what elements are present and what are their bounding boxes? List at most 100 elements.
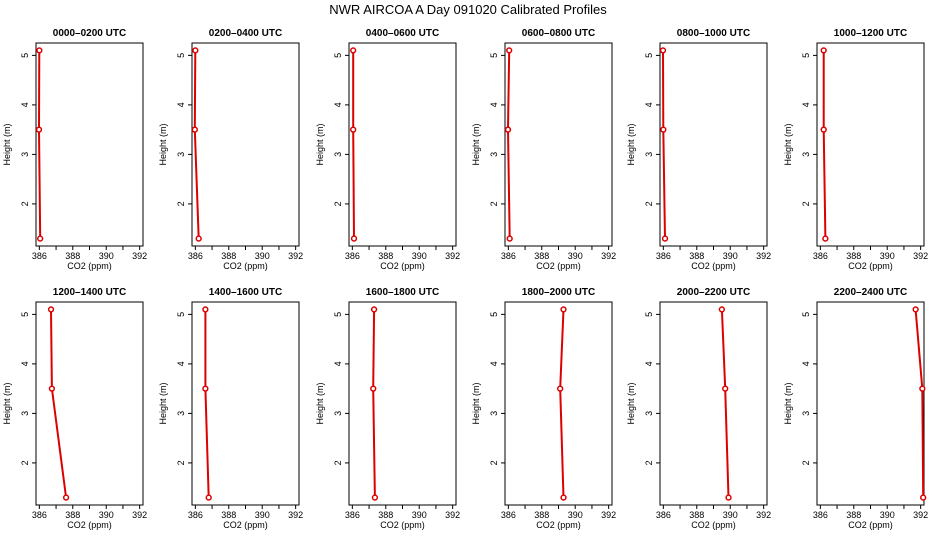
y-tick-label: 3 (176, 411, 186, 416)
data-point (725, 494, 732, 501)
plot-frame (659, 42, 768, 247)
y-tick-label: 2 (333, 460, 343, 465)
x-tick-label: 388 (846, 251, 861, 261)
y-tick-label: 5 (20, 312, 30, 317)
x-axis-label: CO2 (ppm) (848, 520, 893, 530)
y-axis-label: Height (m) (783, 382, 793, 424)
profile-line (352, 50, 355, 239)
profile-line (662, 50, 666, 239)
data-point (36, 47, 43, 54)
x-axis-label: CO2 (ppm) (848, 261, 893, 271)
x-tick-label: 388 (534, 510, 549, 520)
y-tick-label: 5 (333, 53, 343, 58)
x-axis-label: CO2 (ppm) (691, 261, 736, 271)
profile-panel: 0000–0200 UTC 386 388 390 392 CO2 (ppm) 2 3 4 5 He… (2, 28, 147, 271)
y-tick-label: 2 (801, 460, 811, 465)
profile-panel: 1600–1800 UTC 386 388 390 392 CO2 (ppm) 2 3 4 5 He… (315, 287, 460, 530)
x-axis-label: CO2 (ppm) (536, 520, 581, 530)
profile-panel: 2200–2400 UTC 386 388 390 392 CO2 (ppm) 2 3 4 5 He… (783, 287, 928, 530)
x-tick-label: 392 (756, 510, 771, 520)
profile-line (204, 309, 210, 498)
x-tick-label: 388 (65, 251, 80, 261)
y-tick-label: 3 (333, 411, 343, 416)
x-axis-label: CO2 (ppm) (67, 520, 112, 530)
y-tick-label: 4 (489, 102, 499, 107)
y-tick-label: 5 (489, 312, 499, 317)
x-tick-label: 390 (412, 251, 427, 261)
y-axis-label: Height (m) (471, 123, 481, 165)
y-axis-label: Height (m) (158, 382, 168, 424)
data-point (47, 306, 55, 313)
panel-title: 1600–1800 UTC (366, 287, 439, 298)
data-point (506, 235, 513, 242)
y-tick-label: 3 (176, 152, 186, 157)
data-point (202, 306, 209, 313)
x-tick-label: 390 (568, 251, 583, 261)
panel-title: 2000–2200 UTC (677, 287, 750, 298)
x-tick-label: 390 (880, 510, 895, 520)
y-tick-label: 5 (644, 312, 654, 317)
profile-line (914, 309, 925, 498)
x-tick-label: 392 (445, 251, 460, 261)
x-tick-label: 388 (65, 510, 80, 520)
x-tick-label: 388 (689, 251, 704, 261)
x-tick-label: 390 (255, 251, 270, 261)
y-tick-label: 4 (20, 102, 30, 107)
panel-title: 0800–1000 UTC (677, 28, 750, 39)
y-tick-label: 5 (644, 53, 654, 58)
x-tick-label: 390 (880, 251, 895, 261)
x-tick-label: 388 (221, 251, 236, 261)
plot-frame (35, 42, 144, 247)
panel-title: 1800–2000 UTC (522, 287, 595, 298)
x-tick-label: 386 (501, 251, 516, 261)
x-tick-label: 392 (132, 251, 147, 261)
y-tick-label: 3 (489, 411, 499, 416)
data-point (191, 126, 198, 133)
y-tick-label: 4 (489, 361, 499, 366)
profile-line (193, 50, 200, 239)
profile-panel: 0600–0800 UTC 386 388 390 392 CO2 (ppm) 2 3 4 5 He… (471, 28, 616, 271)
profile-line (506, 50, 511, 239)
profile-panel: 0400–0600 UTC 386 388 390 392 CO2 (ppm) 2 3 4 5 He… (315, 28, 460, 271)
x-tick-label: 386 (188, 251, 203, 261)
page-title: NWR AIRCOA A Day 091020 Calibrated Profi… (329, 2, 607, 17)
data-point (820, 47, 827, 54)
y-tick-label: 5 (333, 312, 343, 317)
y-tick-label: 5 (20, 53, 30, 58)
x-tick-label: 388 (378, 251, 393, 261)
x-tick-label: 390 (723, 251, 738, 261)
x-tick-label: 386 (813, 251, 828, 261)
y-tick-label: 2 (176, 460, 186, 465)
y-tick-label: 4 (333, 102, 343, 107)
x-axis-label: CO2 (ppm) (67, 261, 112, 271)
x-tick-label: 386 (501, 510, 516, 520)
y-axis-label: Height (m) (626, 123, 636, 165)
x-tick-label: 392 (445, 510, 460, 520)
data-point (660, 126, 667, 133)
y-tick-label: 5 (176, 312, 186, 317)
y-tick-label: 3 (644, 411, 654, 416)
panel-title: 0400–0600 UTC (366, 28, 439, 39)
panel-title: 0600–0800 UTC (522, 28, 595, 39)
x-axis-label: CO2 (ppm) (691, 520, 736, 530)
plot-frame (348, 301, 457, 506)
data-point (920, 494, 927, 501)
panel-title: 0000–0200 UTC (53, 28, 126, 39)
data-point (202, 385, 209, 392)
plot-frame (191, 42, 300, 247)
y-tick-label: 3 (489, 152, 499, 157)
profile-line (822, 50, 827, 239)
x-tick-label: 392 (601, 251, 616, 261)
plot-frame (659, 301, 768, 506)
x-axis-label: CO2 (ppm) (380, 261, 425, 271)
y-tick-label: 3 (801, 152, 811, 157)
x-tick-label: 390 (568, 510, 583, 520)
data-point (371, 494, 379, 501)
y-tick-label: 5 (801, 312, 811, 317)
x-tick-label: 392 (132, 510, 147, 520)
x-tick-label: 390 (99, 251, 114, 261)
y-tick-label: 2 (489, 460, 499, 465)
x-tick-label: 390 (412, 510, 427, 520)
y-tick-label: 2 (644, 201, 654, 206)
data-point (37, 235, 44, 242)
